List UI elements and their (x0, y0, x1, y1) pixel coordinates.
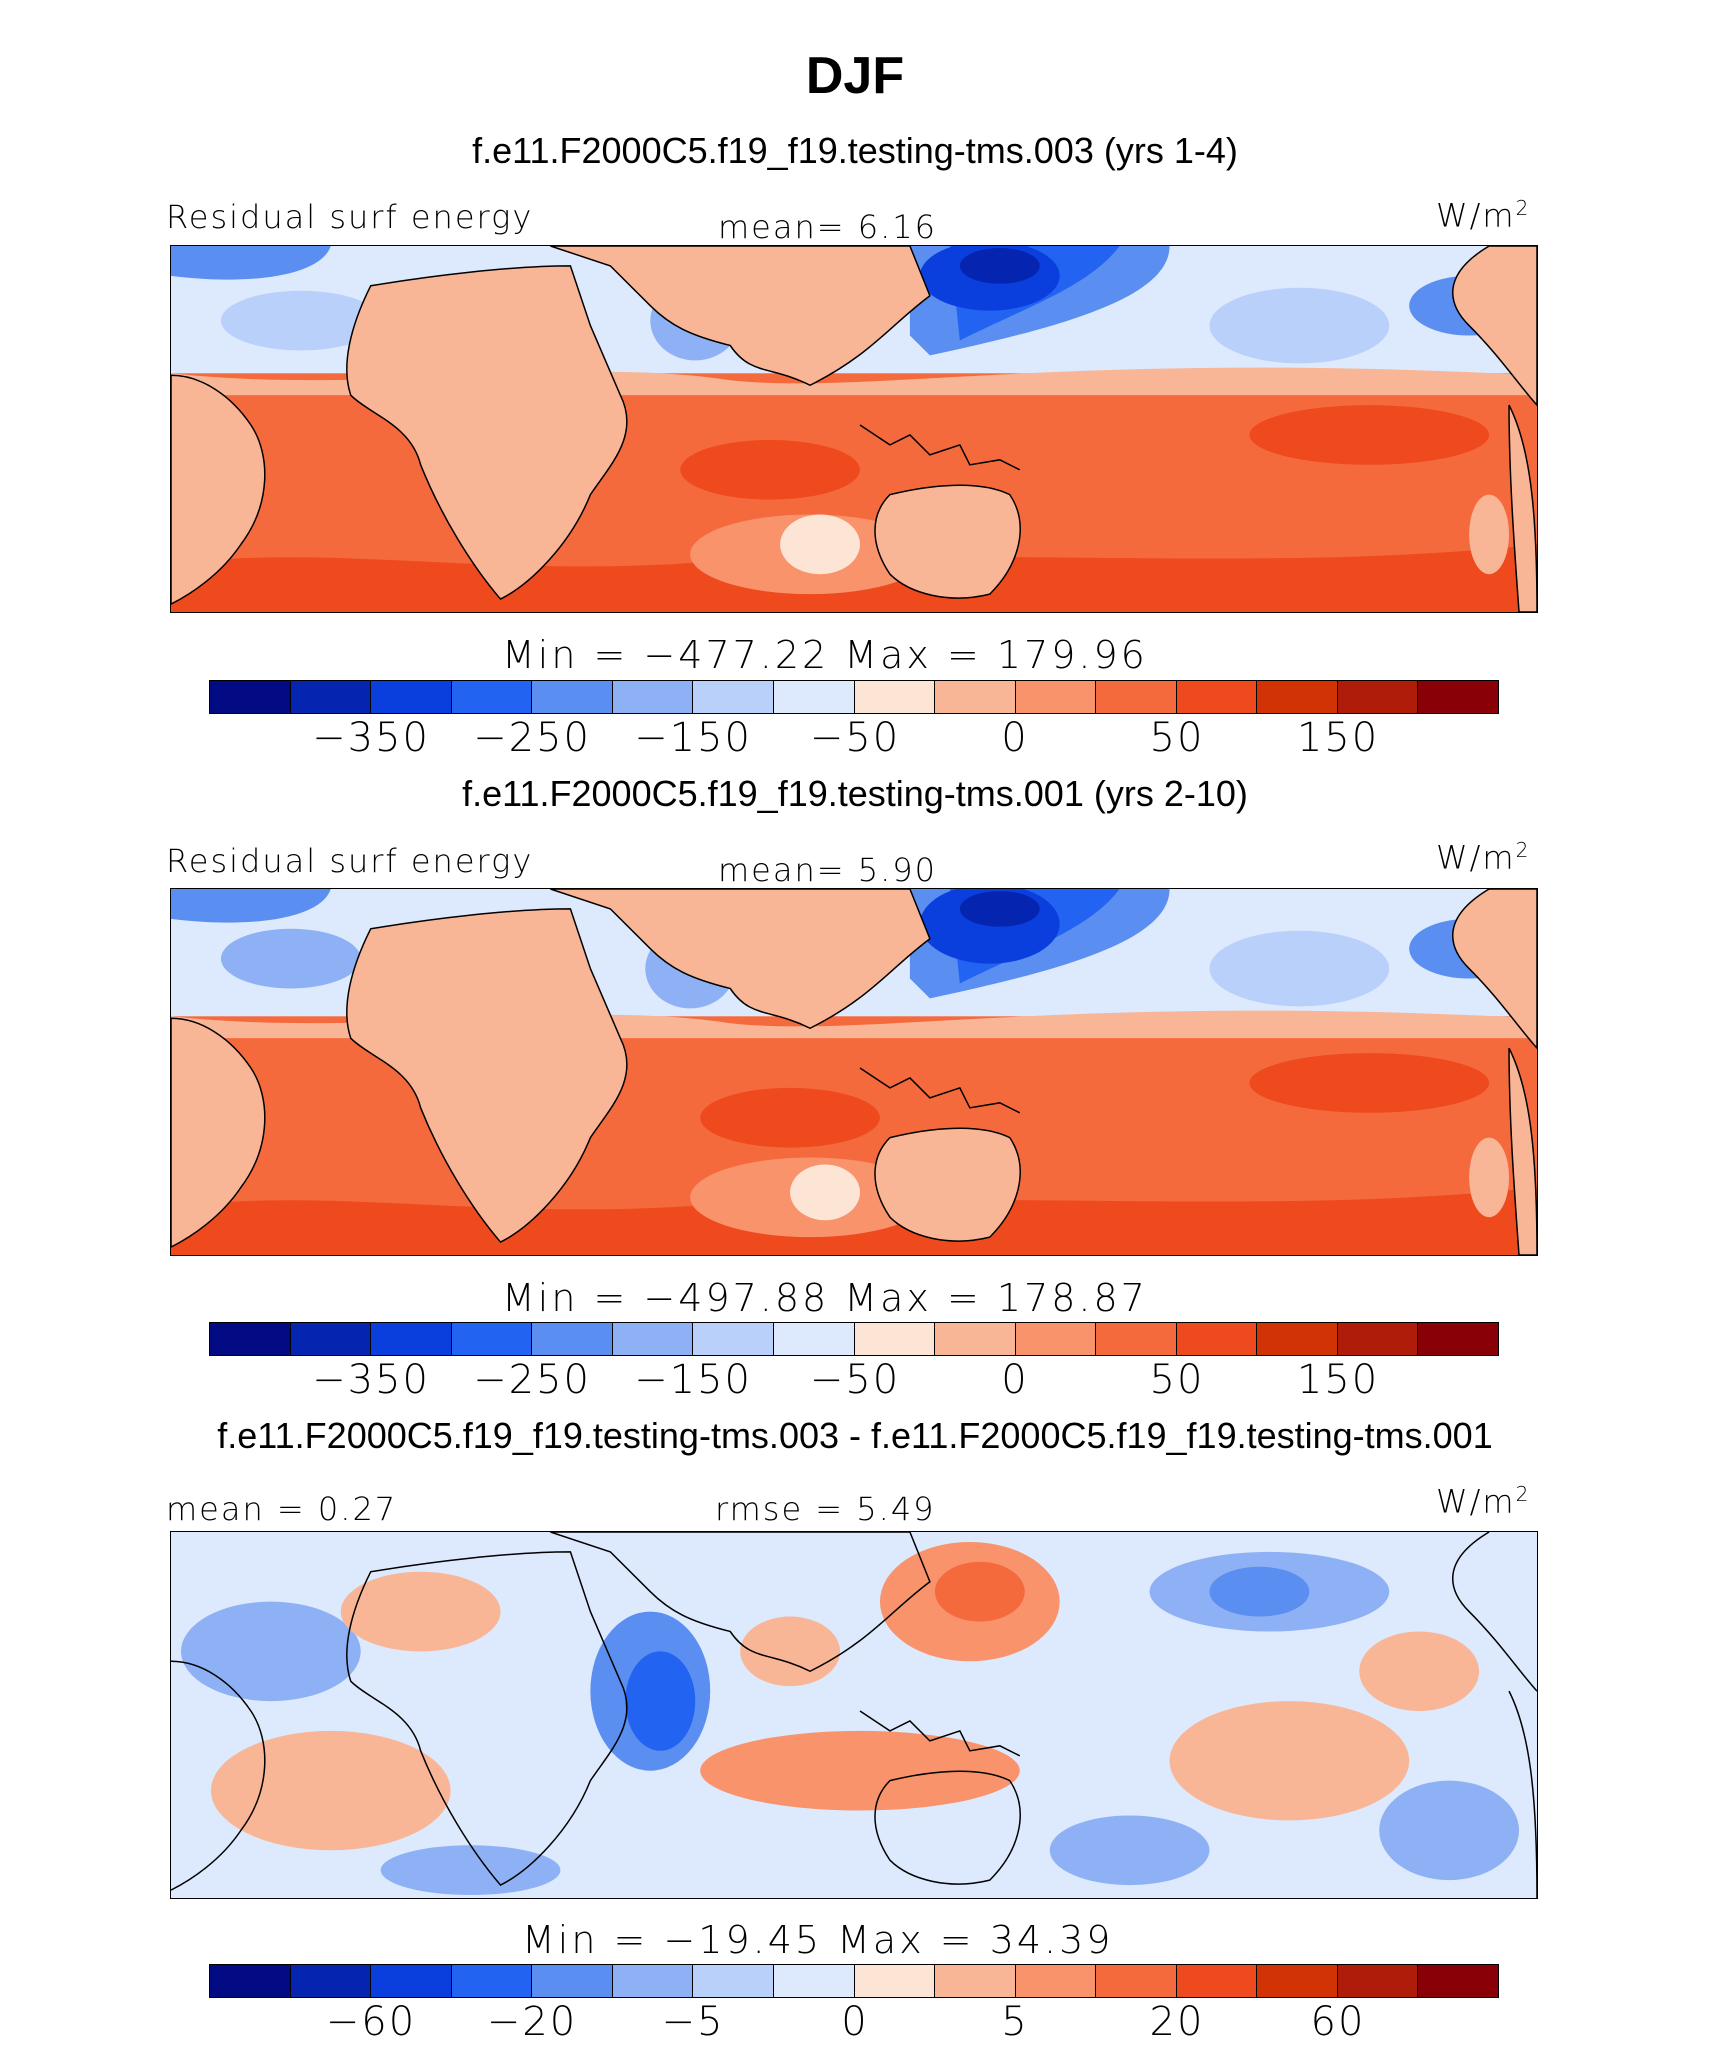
colorbar-swatch (1176, 1965, 1258, 1997)
colorbar-swatch (854, 1965, 936, 1997)
panel3-rmse-label: rmse = 5.49 (715, 1490, 936, 1528)
panel3-tick: −20 (486, 1999, 578, 2045)
colorbar-swatch (935, 1323, 1016, 1355)
panel1-title: f.e11.F2000C5.f19_f19.testing-tms.003 (y… (472, 130, 1238, 171)
colorbar-swatch (290, 681, 372, 713)
colorbar-swatch (532, 1323, 613, 1355)
panel1-map-field (171, 246, 1537, 612)
colorbar-swatch (371, 681, 452, 713)
panel1-tick: −250 (473, 715, 591, 761)
panel2-minmax: Min = −497.88 Max = 178.87 (502, 1276, 1148, 1320)
colorbar-swatch (773, 681, 855, 713)
colorbar-swatch (451, 681, 533, 713)
panel2-tick: −150 (634, 1357, 752, 1403)
colorbar-swatch (773, 1965, 855, 1997)
colorbar-swatch (371, 1323, 452, 1355)
panel3-map (170, 1531, 1538, 1899)
colorbar-swatch (854, 681, 936, 713)
panel2-map (170, 888, 1538, 1256)
colorbar-swatch (451, 1323, 533, 1355)
colorbar-swatch (612, 1323, 694, 1355)
colorbar-swatch (693, 681, 774, 713)
panel3-tick: 60 (1310, 1999, 1366, 2045)
colorbar-swatch (1337, 1965, 1419, 1997)
panel2-units-label: W/m2 (1436, 838, 1531, 877)
colorbar-swatch (1096, 681, 1177, 713)
colorbar-swatch (1337, 1323, 1419, 1355)
panel3-minmax: Min = −19.45 Max = 34.39 (522, 1918, 1114, 1962)
figure-title: DJF (805, 47, 905, 105)
colorbar-swatch (612, 681, 694, 713)
panel3-tick: 0 (841, 1999, 869, 2045)
panel2-tick: 50 (1149, 1357, 1205, 1403)
colorbar-swatch (854, 1323, 936, 1355)
colorbar-swatch (1418, 1965, 1498, 1997)
colorbar-swatch (693, 1965, 774, 1997)
panel1-units-label: W/m2 (1436, 196, 1531, 235)
panel2-title: f.e11.F2000C5.f19_f19.testing-tms.001 (y… (462, 773, 1248, 814)
panel1-mean-label: mean= 6.16 (718, 208, 937, 246)
colorbar-swatch (1257, 1965, 1338, 1997)
panel3-tick: 5 (1001, 1999, 1029, 2045)
colorbar-swatch (1257, 1323, 1338, 1355)
panel1-tick: −350 (312, 715, 430, 761)
colorbar-swatch (1015, 681, 1097, 713)
panel3-tick: −60 (325, 1999, 417, 2045)
panel2-colorbar (209, 1322, 1499, 1356)
panel2-tick: −250 (473, 1357, 591, 1403)
colorbar-swatch (210, 1323, 291, 1355)
colorbar-swatch (1096, 1323, 1177, 1355)
panel1-colorbar (209, 680, 1499, 714)
colorbar-swatch (1176, 681, 1258, 713)
colorbar-swatch (935, 681, 1016, 713)
colorbar-swatch (1176, 1323, 1258, 1355)
panel2-tick: −350 (312, 1357, 430, 1403)
panel1-tick: −50 (809, 715, 901, 761)
panel3-title: f.e11.F2000C5.f19_f19.testing-tms.003 - … (217, 1415, 1493, 1456)
colorbar-swatch (210, 1965, 291, 1997)
panel3-tick: 20 (1149, 1999, 1205, 2045)
panel3-units-label: W/m2 (1436, 1482, 1531, 1521)
colorbar-swatch (451, 1965, 533, 1997)
panel1-minmax: Min = −477.22 Max = 179.96 (502, 633, 1148, 677)
panel2-map-field (171, 889, 1537, 1255)
panel3-map-field (171, 1532, 1537, 1898)
panel1-map (170, 245, 1538, 613)
panel3-colorbar (209, 1964, 1499, 1998)
colorbar-swatch (1015, 1965, 1097, 1997)
panel2-variable-label: Residual surf energy (166, 842, 534, 880)
colorbar-swatch (290, 1323, 372, 1355)
colorbar-swatch (532, 681, 613, 713)
panel1-tick: −150 (634, 715, 752, 761)
colorbar-swatch (935, 1965, 1016, 1997)
panel2-tick: −50 (809, 1357, 901, 1403)
colorbar-swatch (1418, 1323, 1498, 1355)
panel2-mean-label: mean= 5.90 (718, 851, 937, 889)
colorbar-swatch (1337, 681, 1419, 713)
panel3-mean-label: mean = 0.27 (166, 1490, 398, 1528)
panel1-variable-label: Residual surf energy (166, 198, 534, 236)
colorbar-swatch (210, 681, 291, 713)
panel2-tick: 150 (1296, 1357, 1380, 1403)
panel1-tick: 0 (1001, 715, 1029, 761)
panel3-tick: −5 (661, 1999, 725, 2045)
colorbar-swatch (290, 1965, 372, 1997)
colorbar-swatch (1096, 1965, 1177, 1997)
colorbar-swatch (1015, 1323, 1097, 1355)
panel2-tick: 0 (1001, 1357, 1029, 1403)
colorbar-swatch (773, 1323, 855, 1355)
colorbar-swatch (532, 1965, 613, 1997)
panel1-tick: 50 (1149, 715, 1205, 761)
colorbar-swatch (1257, 681, 1338, 713)
colorbar-swatch (1418, 681, 1498, 713)
colorbar-swatch (612, 1965, 694, 1997)
colorbar-swatch (693, 1323, 774, 1355)
panel1-tick: 150 (1296, 715, 1380, 761)
colorbar-swatch (371, 1965, 452, 1997)
